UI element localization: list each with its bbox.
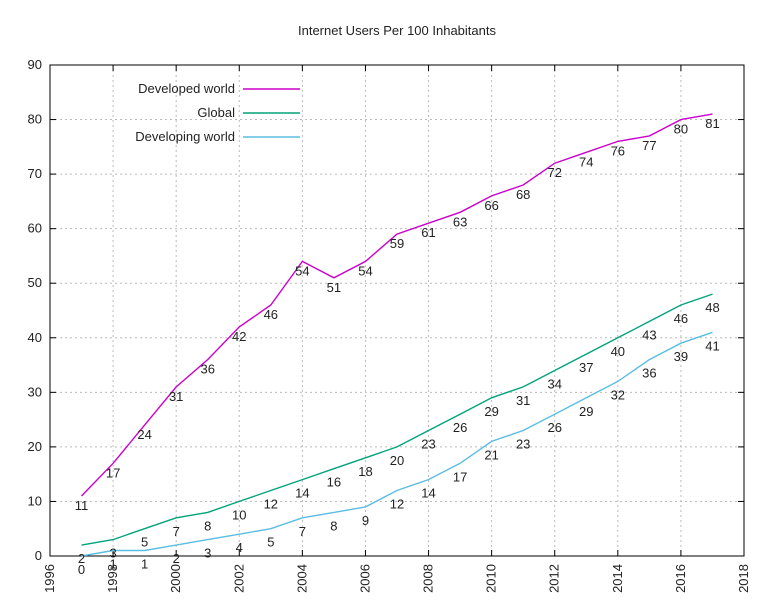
x-tick-label: 1996: [42, 564, 57, 593]
data-label: 32: [611, 387, 625, 402]
data-label: 29: [579, 404, 593, 419]
data-label: 2: [78, 551, 85, 566]
series-line-developing-world: [81, 331, 713, 557]
data-label: 2: [173, 551, 180, 566]
data-label: 37: [579, 360, 593, 375]
data-label: 63: [453, 214, 467, 229]
y-tick-label: 10: [28, 493, 42, 508]
x-tick-label: 2012: [547, 564, 562, 593]
data-label: 46: [674, 311, 688, 326]
data-label: 36: [200, 362, 214, 377]
x-tick-label: 2008: [421, 564, 436, 593]
data-label: 17: [106, 465, 120, 480]
y-tick-label: 50: [28, 275, 42, 290]
legend-label: Developed world: [138, 81, 235, 96]
data-label: 80: [674, 122, 688, 137]
data-label: 4: [236, 540, 243, 555]
y-tick-label: 70: [28, 166, 42, 181]
data-label: 14: [421, 486, 435, 501]
data-label: 74: [579, 154, 593, 169]
data-label: 1: [109, 557, 116, 572]
x-tick-label: 2016: [673, 564, 688, 593]
data-label: 5: [267, 535, 274, 550]
y-tick-label: 40: [28, 330, 42, 345]
data-label: 43: [642, 327, 656, 342]
data-label: 8: [330, 518, 337, 533]
data-label: 61: [421, 225, 435, 240]
x-tick-label: 2014: [610, 564, 625, 593]
data-label: 34: [547, 377, 561, 392]
data-label: 59: [390, 236, 404, 251]
data-label: 18: [358, 464, 372, 479]
data-label: 41: [705, 338, 719, 353]
data-label: 54: [358, 263, 372, 278]
data-label: 21: [484, 447, 498, 462]
x-tick-label: 2010: [484, 564, 499, 593]
plot-frame: [49, 64, 745, 557]
data-label: 26: [453, 420, 467, 435]
data-label: 81: [705, 116, 719, 131]
data-label: 23: [421, 437, 435, 452]
data-label: 46: [264, 307, 278, 322]
data-label: 48: [705, 300, 719, 315]
data-label: 76: [611, 143, 625, 158]
x-tick-label: 1998: [105, 564, 120, 593]
data-label: 51: [327, 280, 341, 295]
data-label: 31: [169, 389, 183, 404]
data-label: 72: [547, 165, 561, 180]
y-tick-label: 80: [28, 112, 42, 127]
data-label: 54: [295, 263, 309, 278]
data-label: 11: [75, 498, 89, 513]
data-label: 20: [390, 453, 404, 468]
data-label: 31: [516, 393, 530, 408]
chart-title: Internet Users Per 100 Inhabitants: [298, 23, 497, 38]
data-label: 12: [264, 497, 278, 512]
data-label: 9: [362, 513, 369, 528]
legend-label: Developing world: [135, 129, 235, 144]
data-label: 5: [141, 535, 148, 550]
data-label: 0: [78, 562, 85, 577]
legend: Developed world Global Developing world: [135, 81, 300, 144]
data-label: 26: [547, 420, 561, 435]
series-line-global: [81, 293, 713, 546]
x-tick-label: 2006: [357, 564, 372, 593]
x-tick-label: 2002: [231, 564, 246, 593]
data-label: 1: [141, 557, 148, 572]
x-tick-label: 2004: [294, 564, 309, 593]
data-label: 66: [484, 198, 498, 213]
x-tick-label: 2000: [168, 564, 183, 593]
data-label: 40: [611, 344, 625, 359]
data-label: 17: [453, 469, 467, 484]
data-label: 16: [327, 475, 341, 490]
data-label: 39: [674, 349, 688, 364]
series-line-developed-world: [80, 113, 713, 497]
data-label: 12: [390, 497, 404, 512]
data-label: 14: [295, 486, 309, 501]
y-tick-label: 0: [35, 548, 42, 563]
data-label: 42: [232, 329, 246, 344]
series-lines: [80, 113, 713, 557]
data-label: 77: [642, 138, 656, 153]
data-label: 8: [204, 518, 211, 533]
data-label: 24: [137, 427, 151, 442]
data-label: 3: [204, 546, 211, 561]
data-label: 7: [173, 524, 180, 539]
data-label: 29: [484, 404, 498, 419]
y-tick-label: 20: [28, 439, 42, 454]
y-tick-label: 30: [28, 384, 42, 399]
data-label: 10: [232, 507, 246, 522]
data-label: 68: [516, 187, 530, 202]
data-label: 23: [516, 437, 530, 452]
data-label: 3: [109, 546, 116, 561]
data-label: 7: [299, 524, 306, 539]
y-tick-label: 60: [28, 221, 42, 236]
data-label: 36: [642, 366, 656, 381]
y-tick-label: 90: [28, 57, 42, 72]
legend-label: Global: [197, 105, 235, 120]
x-tick-label: 2018: [736, 564, 751, 593]
